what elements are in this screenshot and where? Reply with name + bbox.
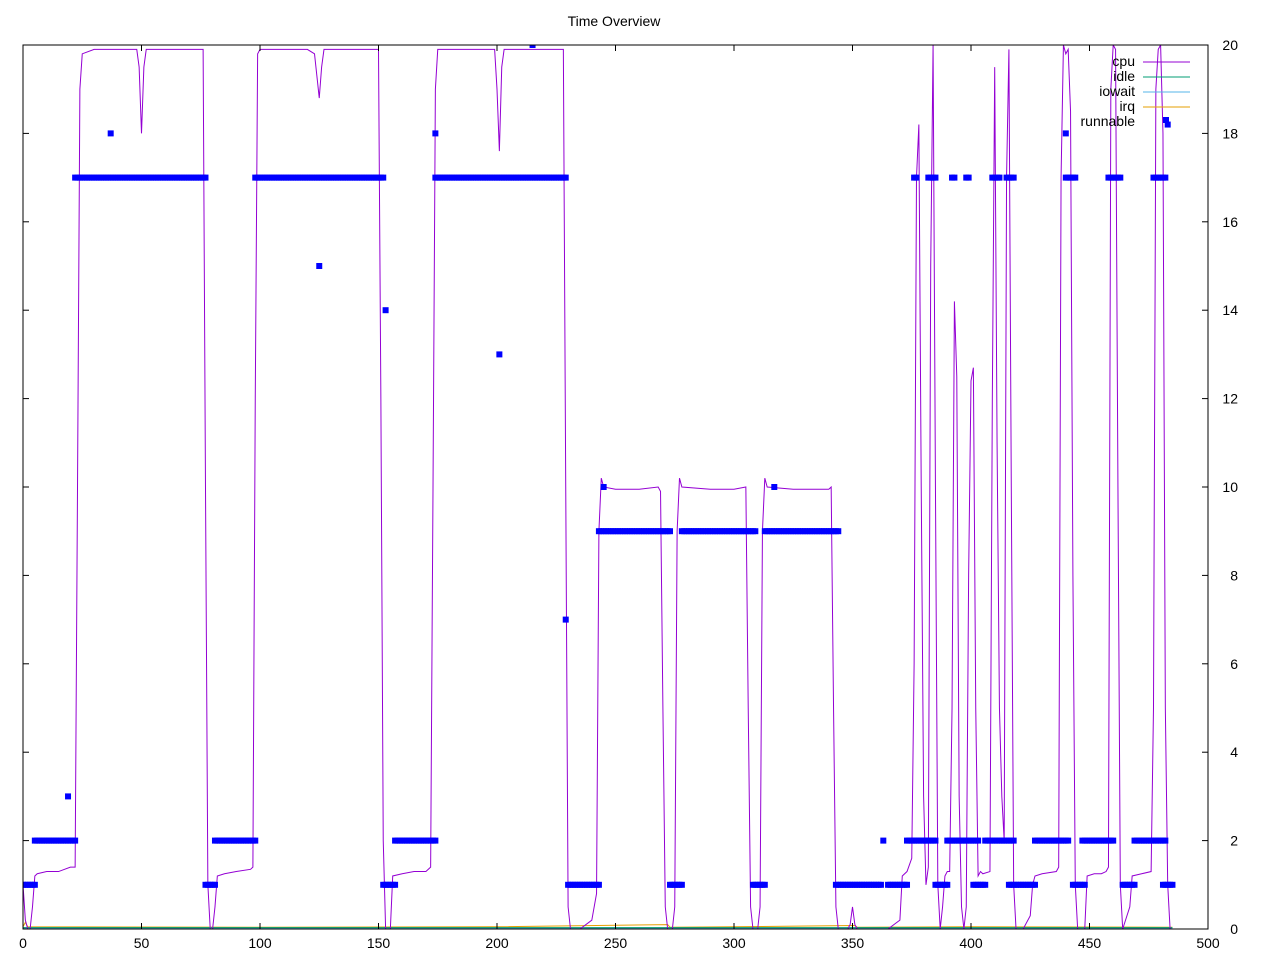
y-tick-label: 12 [1222, 391, 1238, 407]
x-tick-label: 150 [367, 935, 391, 951]
runnable-point [31, 881, 38, 888]
runnable-point [211, 881, 218, 888]
legend-label-runnable: runnable [1081, 113, 1136, 129]
runnable-point [678, 881, 685, 888]
runnable-point [904, 881, 911, 888]
runnable-point [382, 307, 389, 314]
runnable-point [1110, 837, 1117, 844]
runnable-point [996, 174, 1003, 181]
x-tick-label: 0 [19, 935, 27, 951]
runnable-point [316, 263, 323, 269]
runnable-point [1164, 121, 1171, 128]
runnable-point [752, 528, 759, 535]
runnable-point [1131, 881, 1138, 888]
y-tick-label: 10 [1222, 479, 1238, 495]
x-tick-label: 250 [604, 935, 628, 951]
x-tick-label: 100 [248, 935, 272, 951]
y-tick-label: 18 [1222, 125, 1238, 141]
legend-label-irq: irq [1119, 98, 1135, 114]
runnable-point [1062, 130, 1069, 137]
runnable-point [432, 837, 439, 844]
runnable-point [529, 45, 536, 48]
runnable-point [1162, 174, 1169, 181]
runnable-point [932, 837, 939, 844]
runnable-point [880, 837, 887, 844]
y-tick-label: 4 [1230, 744, 1238, 760]
legend-label-idle: idle [1113, 68, 1135, 84]
runnable-point [835, 528, 842, 535]
chart-title: Time Overview [568, 13, 662, 29]
runnable-point [877, 881, 884, 888]
runnable-point [432, 130, 439, 137]
runnable-point [944, 881, 951, 888]
runnable-point [982, 881, 989, 888]
x-tick-label: 300 [722, 935, 746, 951]
runnable-point [252, 837, 259, 844]
legend-swatch-runnable [1163, 117, 1169, 123]
runnable-point [1162, 837, 1169, 844]
y-tick-label: 2 [1230, 833, 1238, 849]
runnable-point [202, 174, 209, 181]
y-tick-label: 16 [1222, 214, 1238, 230]
runnable-point [72, 837, 79, 844]
runnable-point [1169, 881, 1176, 888]
runnable-point [65, 793, 72, 800]
legend-label-cpu: cpu [1112, 53, 1135, 69]
runnable-point [1010, 174, 1017, 181]
runnable-point [667, 528, 674, 535]
runnable-point [913, 174, 920, 181]
x-tick-label: 200 [485, 935, 509, 951]
runnable-point [975, 837, 982, 844]
y-axis: 0 2 4 6 8 10 12 14 16 18 20 [23, 37, 1238, 937]
y-tick-label: 6 [1230, 656, 1238, 672]
x-tick-label: 50 [134, 935, 150, 951]
series-line-cpu [23, 45, 1173, 929]
legend-label-iowait: iowait [1099, 83, 1135, 99]
x-tick-label: 450 [1078, 935, 1102, 951]
runnable-point [392, 881, 399, 888]
x-axis: 0 50 100 150 200 250 300 350 400 450 500 [19, 45, 1220, 951]
runnable-point [1072, 174, 1079, 181]
runnable-point [1010, 837, 1017, 844]
runnable-point [951, 174, 958, 181]
runnable-point [562, 616, 569, 623]
runnable-points-layer [23, 45, 1176, 888]
runnable-point [761, 881, 768, 888]
runnable-point [562, 174, 569, 181]
runnable-point [1117, 174, 1124, 181]
runnable-point [1031, 881, 1038, 888]
runnable-point [595, 881, 602, 888]
runnable-point [496, 351, 503, 358]
y-tick-label: 0 [1230, 921, 1238, 937]
y-tick-label: 8 [1230, 567, 1238, 583]
runnable-point [771, 484, 778, 490]
runnable-point [932, 174, 939, 181]
y-tick-label: 14 [1222, 302, 1238, 318]
runnable-point [1081, 881, 1088, 888]
runnable-point [107, 130, 114, 137]
runnable-point [380, 174, 387, 181]
runnable-point [600, 484, 607, 490]
x-tick-label: 350 [841, 935, 865, 951]
x-tick-label: 400 [959, 935, 983, 951]
runnable-point [965, 174, 972, 181]
y-tick-label: 20 [1222, 37, 1238, 53]
runnable-point [1065, 837, 1072, 844]
x-tick-label: 500 [1196, 935, 1220, 951]
